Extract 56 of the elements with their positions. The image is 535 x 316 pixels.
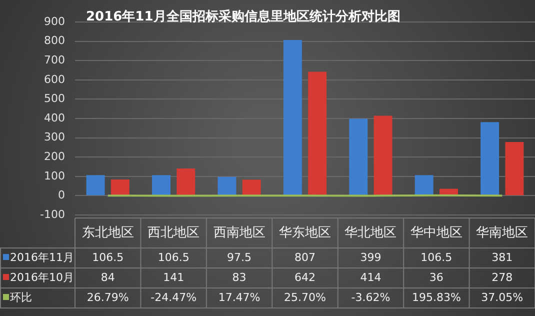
data-label: 399 — [360, 250, 382, 264]
legend-label: 环比 — [10, 290, 32, 304]
data-label: 278 — [492, 270, 513, 284]
bar — [218, 176, 236, 196]
y-tick-label: 700 — [44, 53, 65, 66]
data-label: 381 — [492, 250, 513, 264]
data-label: 195.83% — [412, 290, 461, 304]
legend-label: 2016年10月 — [10, 270, 74, 284]
x-tick-label: 西北地区 — [148, 225, 200, 240]
data-label: 17.47% — [218, 290, 260, 304]
bar — [242, 180, 261, 196]
data-label: -24.47% — [150, 290, 197, 304]
y-tick-label: 900 — [44, 14, 65, 28]
bar — [374, 116, 392, 196]
bar — [86, 175, 105, 196]
bar — [414, 175, 434, 196]
bar — [283, 40, 302, 196]
y-tick-label: 600 — [44, 72, 65, 86]
legend-label: 2016年11月 — [10, 250, 74, 264]
data-label: 807 — [294, 250, 316, 264]
data-label: 106.5 — [420, 250, 452, 264]
x-tick-label: 东北地区 — [82, 225, 134, 240]
bar — [152, 175, 170, 196]
bar — [110, 179, 130, 196]
data-label: -3.62% — [351, 290, 390, 304]
x-tick-label: 华北地区 — [344, 225, 397, 240]
y-tick-label: 0 — [58, 188, 65, 202]
bar — [308, 72, 327, 196]
y-tick-label: 100 — [44, 169, 65, 182]
x-tick-label: 华南地区 — [476, 225, 528, 240]
data-label: 141 — [163, 270, 184, 284]
data-label: 25.70% — [284, 290, 326, 304]
bar — [480, 122, 500, 196]
data-label: 36 — [429, 270, 444, 284]
data-label: 106.5 — [158, 250, 190, 264]
bar — [176, 168, 196, 196]
data-label: 37.05% — [481, 290, 524, 304]
x-tick-label: 华中地区 — [410, 225, 462, 240]
y-tick-label: 400 — [44, 111, 65, 124]
data-label: 84 — [100, 270, 115, 284]
data-label: 106.5 — [92, 250, 124, 264]
data-label: 97.5 — [227, 250, 252, 264]
y-tick-label: 800 — [44, 34, 65, 48]
x-tick-label: 华东地区 — [279, 225, 331, 240]
data-label: 642 — [294, 270, 316, 284]
y-tick-label: -100 — [40, 208, 65, 221]
data-label: 26.79% — [86, 290, 129, 304]
y-tick-label: 500 — [44, 92, 65, 106]
x-tick-label: 西南地区 — [213, 225, 266, 240]
y-tick-label: 300 — [44, 130, 65, 144]
data-label: 414 — [360, 270, 382, 284]
data-label: 83 — [232, 270, 246, 284]
y-tick-label: 200 — [44, 150, 65, 163]
bar — [505, 142, 524, 196]
chart-title: 2016年11月全国招标采购信息里地区统计分析对比图 — [86, 8, 400, 24]
bar — [349, 118, 368, 196]
